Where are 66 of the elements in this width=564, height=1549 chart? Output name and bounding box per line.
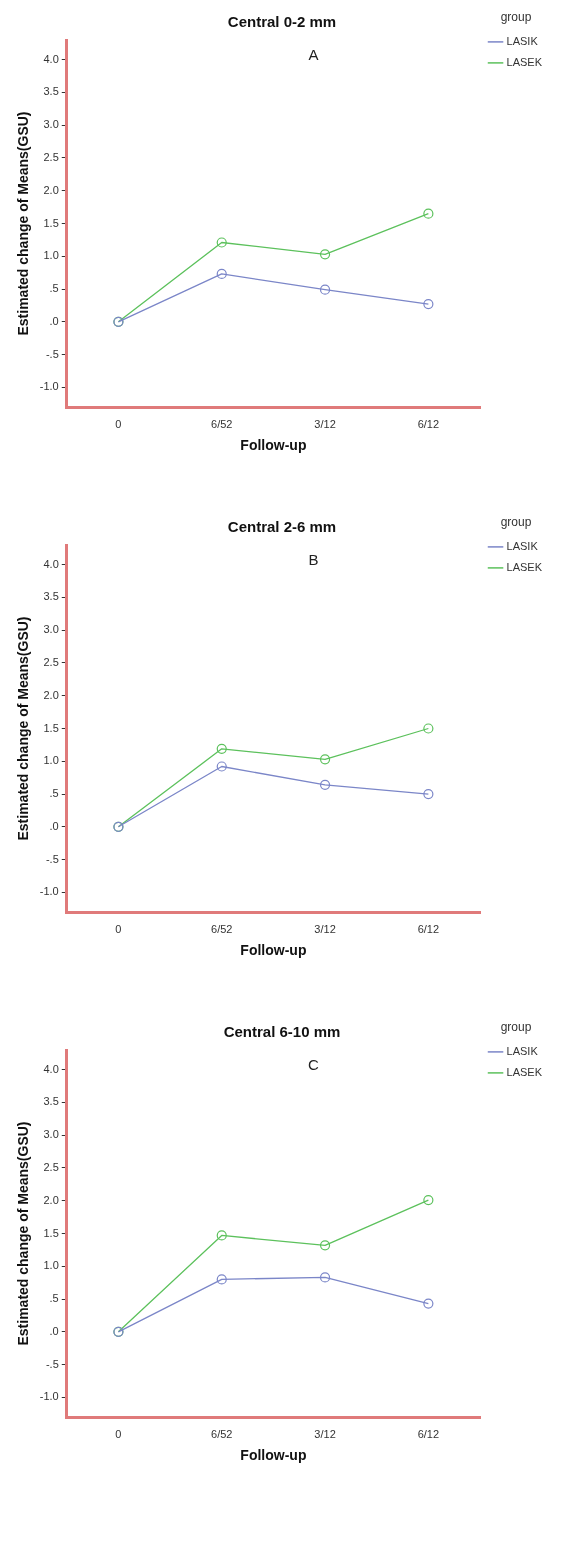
y-tick-label: 4.0 <box>43 1062 59 1075</box>
y-tick-label: 2.0 <box>43 1193 59 1206</box>
chart-title: Central 0-2 mm <box>227 13 337 31</box>
annotation: C <box>307 1055 319 1073</box>
y-tick-label: -1.0 <box>39 885 59 898</box>
annotation: A <box>308 45 319 63</box>
y-tick-label: 1.0 <box>43 754 59 767</box>
y-tick-label: 2.5 <box>43 151 59 163</box>
y-tick-label: 1.5 <box>43 216 59 229</box>
y-tick-label: .0 <box>49 819 59 832</box>
legend-label: LASIK <box>506 34 539 47</box>
y-tick-label: 3.5 <box>43 85 59 98</box>
legend-label: LASEK <box>506 560 543 573</box>
x-tick-label: 6/52 <box>211 417 233 430</box>
y-tick-label: 3.0 <box>43 623 59 636</box>
x-axis-title: Follow-up <box>240 1447 307 1464</box>
y-tick-label: .5 <box>49 787 59 800</box>
y-tick-label: 1.5 <box>43 1226 59 1239</box>
y-tick-label: 3.5 <box>43 590 59 603</box>
y-tick-label: 3.5 <box>43 1095 59 1108</box>
y-tick-label: .5 <box>49 1292 59 1305</box>
y-tick-label: 2.5 <box>43 656 59 668</box>
x-tick-label: 6/12 <box>417 922 440 935</box>
x-tick-label: 3/12 <box>314 1427 336 1440</box>
chart-title: Central 2-6 mm <box>227 518 337 536</box>
y-tick-label: -.5 <box>45 1357 59 1370</box>
x-tick-label: 6/52 <box>211 922 233 935</box>
legend-label: LASEK <box>506 55 543 68</box>
y-axis-title: Estimated change of Means(GSU) <box>15 111 32 336</box>
chart-title: Central 6-10 mm <box>223 1023 341 1041</box>
x-tick-label: 0 <box>115 1427 122 1440</box>
y-tick-label: .0 <box>49 314 59 327</box>
x-axis-title: Follow-up <box>240 942 307 959</box>
y-tick-label: 1.0 <box>43 1259 59 1272</box>
x-tick-label: 3/12 <box>314 922 336 935</box>
x-tick-label: 0 <box>115 417 122 430</box>
x-tick-label: 3/12 <box>314 417 336 430</box>
legend-title: group <box>500 515 532 530</box>
y-tick-label: 3.0 <box>43 118 59 131</box>
y-tick-label: 1.5 <box>43 721 59 734</box>
y-tick-label: 4.0 <box>43 52 59 65</box>
y-tick-label: 2.0 <box>43 688 59 701</box>
x-axis-title: Follow-up <box>240 437 307 454</box>
x-tick-label: 6/12 <box>417 417 440 430</box>
legend-label: LASIK <box>506 539 539 552</box>
y-tick-label: 4.0 <box>43 557 59 570</box>
y-tick-label: 2.0 <box>43 183 59 196</box>
y-tick-label: -.5 <box>45 347 59 360</box>
y-tick-label: 2.5 <box>43 1161 59 1173</box>
x-tick-label: 6/12 <box>417 1427 440 1440</box>
y-tick-label: -1.0 <box>39 380 59 393</box>
legend-title: group <box>500 1020 532 1035</box>
y-tick-label: .0 <box>49 1324 59 1337</box>
y-tick-label: .5 <box>49 282 59 295</box>
y-tick-label: 1.0 <box>43 249 59 262</box>
x-tick-label: 0 <box>115 922 122 935</box>
legend-label: LASIK <box>506 1044 539 1057</box>
y-tick-label: -1.0 <box>39 1390 59 1403</box>
legend-title: group <box>500 10 532 25</box>
x-tick-label: 6/52 <box>211 1427 233 1440</box>
legend-label: LASEK <box>506 1065 543 1078</box>
y-axis-title: Estimated change of Means(GSU) <box>15 1121 32 1346</box>
annotation: B <box>308 550 319 568</box>
y-axis-title: Estimated change of Means(GSU) <box>15 616 32 841</box>
y-tick-label: -.5 <box>45 852 59 865</box>
y-tick-label: 3.0 <box>43 1128 59 1141</box>
